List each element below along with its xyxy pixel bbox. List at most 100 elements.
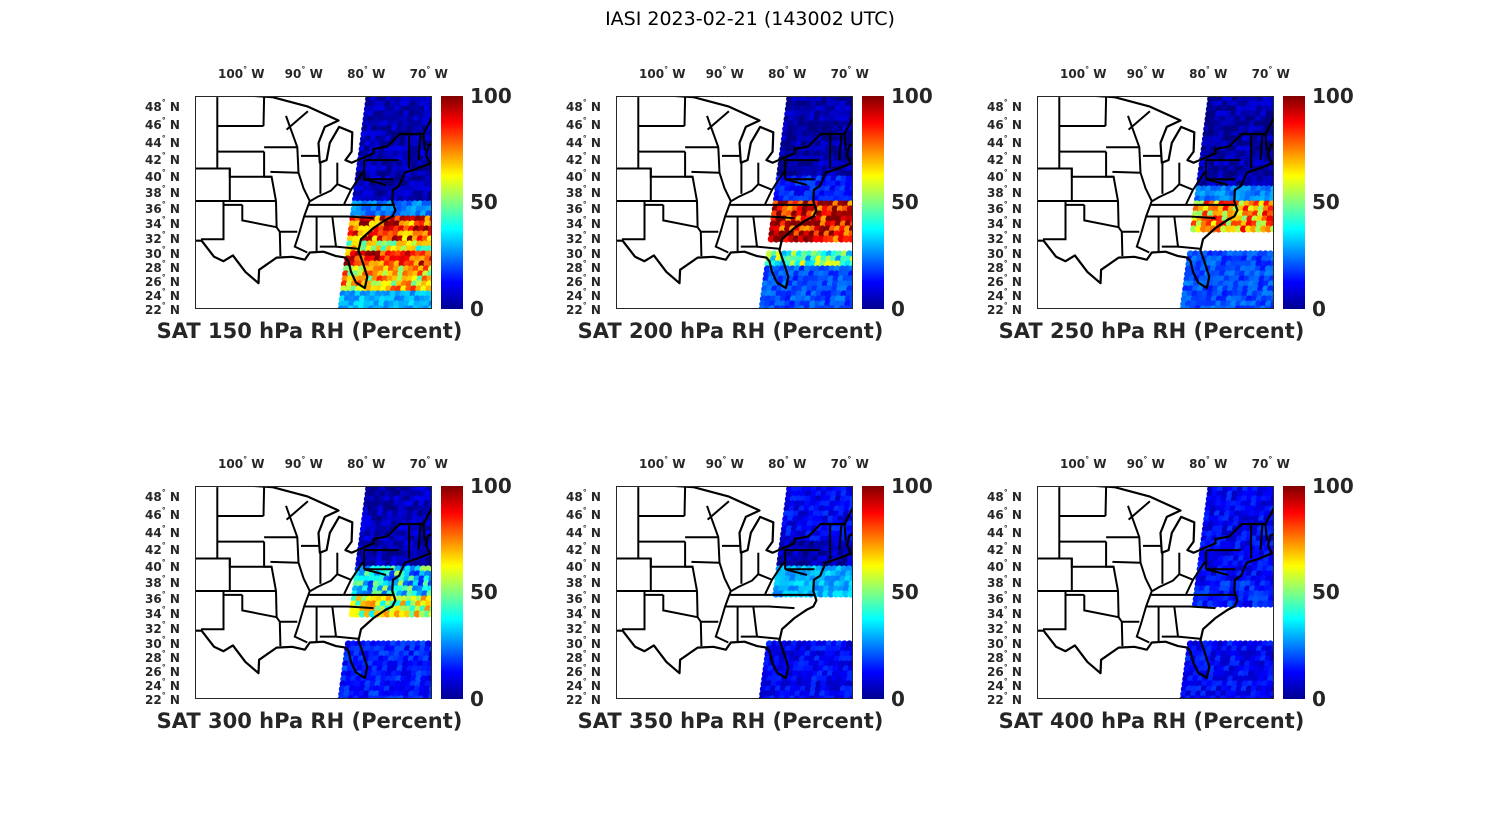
tick-part: 100 — [218, 457, 244, 471]
tick-part: N — [1011, 261, 1022, 276]
coastline — [617, 97, 852, 290]
lat-tick-label: 26° N — [145, 663, 180, 679]
swath-point — [817, 590, 825, 598]
swath-point — [807, 235, 815, 243]
swath-point — [832, 235, 840, 243]
figure-title: IASI 2023-02-21 (143002 UTC) — [605, 8, 895, 30]
swath-point — [418, 610, 426, 618]
swath-point — [1239, 695, 1247, 698]
lon-tick-label: 80° W — [768, 455, 806, 471]
lat-tick-label: 46° N — [987, 116, 1022, 132]
tick-part: N — [169, 591, 180, 606]
tick-part: ° — [1003, 301, 1008, 311]
swath-point — [828, 695, 836, 698]
lat-tick-label: 22° N — [566, 301, 601, 317]
tick-part: 32 — [566, 232, 583, 247]
tick-part: 28 — [987, 261, 1004, 276]
swath-point — [828, 305, 836, 308]
state-border — [241, 594, 277, 619]
tick-part: 34 — [145, 607, 162, 622]
swath-point — [362, 695, 370, 698]
map-svg — [1038, 97, 1273, 308]
state-border — [1146, 215, 1216, 220]
swath-points — [337, 487, 431, 698]
state-border — [691, 560, 720, 564]
tick-part: 28 — [566, 261, 583, 276]
tick-part: 38 — [566, 186, 583, 201]
tick-part: ° — [1268, 65, 1273, 74]
lon-tick-label: 90° W — [706, 65, 744, 81]
state-border — [699, 621, 703, 647]
swath-point — [1250, 225, 1258, 233]
state-border — [1117, 200, 1140, 233]
tick-part: 46 — [987, 508, 1004, 523]
swath-point — [1270, 295, 1273, 303]
lat-tick-label: 36° N — [145, 590, 180, 606]
swath-point — [778, 305, 786, 308]
swath-point — [1255, 225, 1263, 233]
swath-points — [1179, 97, 1273, 308]
lon-tick-label: 70° W — [831, 65, 869, 81]
lat-tick-label: 38° N — [145, 184, 180, 200]
tick-part: ° — [582, 199, 587, 209]
state-border — [335, 245, 358, 250]
tick-part: 44 — [145, 525, 162, 540]
tick-part: W — [309, 457, 323, 471]
swath-point — [357, 305, 365, 308]
tick-part: ° — [784, 65, 789, 74]
tick-part: N — [590, 489, 601, 504]
tick-part: ° — [161, 133, 166, 143]
lat-tick-label: 24° N — [145, 677, 180, 693]
swath-point — [1264, 305, 1272, 308]
lat-tick-label: 34° N — [987, 215, 1022, 231]
lon-tick-label: 90° W — [285, 65, 323, 81]
tick-part: ° — [1085, 65, 1090, 74]
tick-part: N — [169, 489, 180, 504]
swath-point — [363, 610, 371, 618]
lat-tick-label: 28° N — [987, 649, 1022, 665]
lon-tick-label: 80° W — [347, 455, 385, 471]
swath-point — [398, 610, 406, 618]
lat-tick-label: 34° N — [145, 605, 180, 621]
swath-point — [402, 305, 410, 308]
tick-part: N — [590, 201, 601, 216]
tick-part: ° — [582, 487, 587, 497]
swath-point — [843, 305, 851, 308]
lat-tick-label: 46° N — [145, 116, 180, 132]
tick-part: 90 — [1126, 67, 1144, 81]
tick-part: 100 — [1060, 67, 1086, 81]
tick-part: ° — [1003, 230, 1008, 240]
swath-point — [1209, 305, 1217, 308]
tick-part: 22 — [987, 693, 1004, 708]
tick-part: N — [169, 508, 180, 523]
tick-part: ° — [582, 677, 587, 687]
coastline — [196, 97, 431, 290]
swath-point — [382, 305, 390, 308]
swath-point — [353, 610, 361, 618]
swath-point — [1217, 600, 1225, 608]
swath-point — [428, 610, 431, 618]
tick-part: ° — [426, 65, 431, 74]
swath-point — [1230, 225, 1238, 233]
swath-point — [827, 590, 835, 598]
tick-part: 100 — [639, 457, 665, 471]
tick-part: N — [169, 636, 180, 651]
swath-point — [1271, 645, 1273, 653]
swath-point — [1194, 305, 1202, 308]
tick-part: ° — [1003, 273, 1008, 283]
state-border — [417, 523, 422, 551]
swath-point — [763, 695, 771, 698]
tick-part: 44 — [987, 525, 1004, 540]
tick-part: N — [1011, 651, 1022, 666]
swath-point — [1264, 695, 1272, 698]
lon-tick-label: 90° W — [285, 455, 323, 471]
lon-tick-label: 90° W — [706, 455, 744, 471]
tick-part: W — [1151, 457, 1165, 471]
tick-part: W — [1276, 457, 1290, 471]
tick-part: 80 — [347, 457, 364, 471]
swath-point — [423, 610, 431, 618]
tick-part: 70 — [1251, 67, 1269, 81]
tick-part: ° — [161, 116, 166, 126]
tick-part: 42 — [566, 153, 583, 168]
tick-part: ° — [161, 506, 166, 516]
